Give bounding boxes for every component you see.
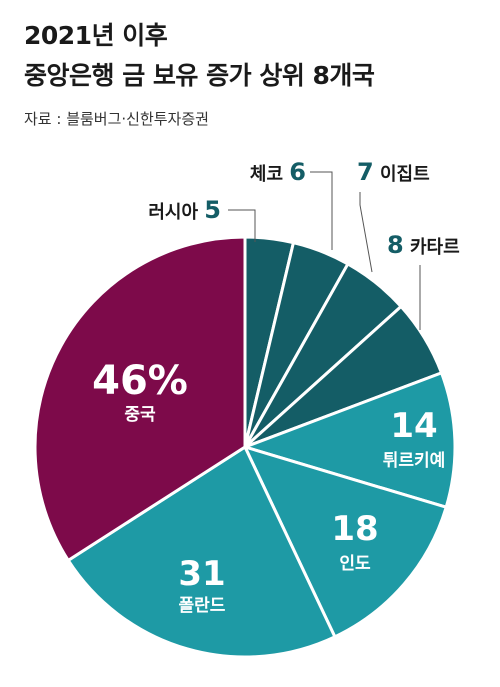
- outside-label-russia: 러시아 5: [148, 196, 221, 224]
- slice-china: [33, 235, 247, 562]
- country-label-russia: 러시아: [148, 202, 198, 223]
- leader-line-russia: [228, 209, 256, 242]
- country-label-china: 중국: [124, 405, 156, 425]
- chart-title-line1: 2021년 이후: [24, 21, 168, 50]
- leader-line-egypt: [359, 192, 373, 273]
- value-label-qatar: 8: [387, 231, 404, 259]
- leader-line-czech: [310, 171, 333, 250]
- country-label-india: 인도: [339, 554, 371, 574]
- value-label-china: 46%: [92, 358, 188, 404]
- slice-turkiye: [243, 371, 457, 509]
- outside-label-egypt: 7 이집트: [357, 158, 430, 186]
- value-label-russia: 5: [204, 196, 221, 224]
- country-label-egypt: 이집트: [380, 164, 430, 185]
- chart-title-line2: 중앙은행 금 보유 증가 상위 8개국: [24, 61, 375, 90]
- country-label-turkiye: 튀르키예: [383, 451, 446, 471]
- outside-label-qatar: 8 카타르: [387, 231, 460, 259]
- outside-label-czech: 체코 6: [250, 158, 306, 186]
- slice-poland: [66, 445, 337, 659]
- value-label-turkiye: 14: [390, 406, 437, 446]
- value-label-egypt: 7: [357, 158, 374, 186]
- value-label-poland: 31: [178, 554, 225, 594]
- slice-india: [243, 445, 448, 639]
- chart-source: 자료 : 블룸버그·신한투자증권: [24, 110, 209, 128]
- value-label-india: 18: [331, 509, 378, 549]
- country-label-poland: 폴란드: [179, 596, 226, 616]
- country-label-qatar: 카타르: [410, 237, 460, 258]
- value-label-czech: 6: [289, 158, 306, 186]
- country-label-czech: 체코: [250, 164, 283, 185]
